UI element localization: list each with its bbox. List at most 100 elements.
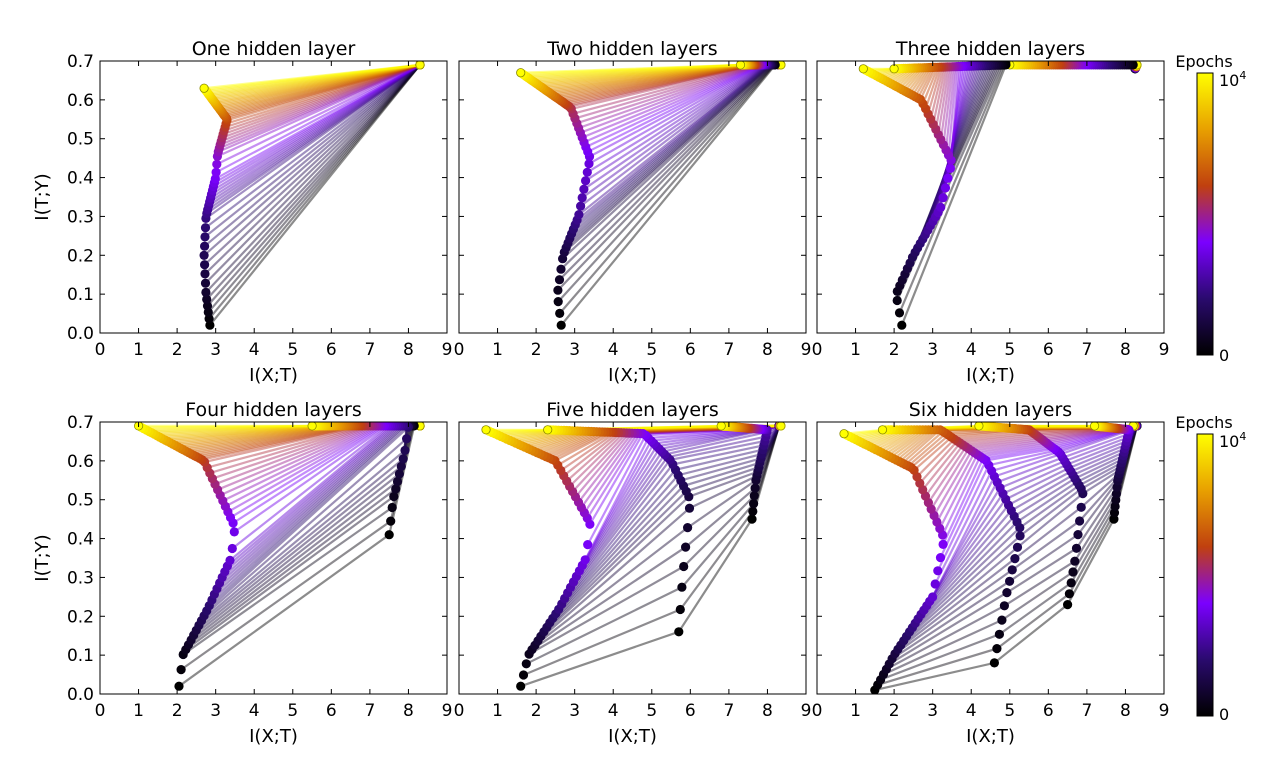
subplot-4: Four hidden layers 0 1 2 3 4 5 6 7 8 9 0.0 0.1 0.2 0.3… [32, 399, 452, 747]
axes-frame [99, 60, 448, 334]
epoch-connection-line [206, 63, 421, 215]
epoch-connection-line [204, 64, 421, 284]
x-tick-label: 9 [1159, 701, 1170, 721]
x-tick-label: 9 [1159, 340, 1170, 360]
epoch-point [877, 425, 888, 435]
epoch-connection-line [205, 64, 421, 294]
subplot-1: One hidden layer 0 1 2 3 4 5 6 7 8 9 0.0 0.1 0.2 0.3 0.… [32, 38, 452, 386]
epoch-connection-line [212, 63, 421, 101]
x-axis-label: I(X;T) [249, 365, 298, 386]
x-tick-label: 1 [133, 340, 144, 360]
x-tick-label: 7 [723, 340, 734, 360]
epoch-connection-line [220, 63, 421, 112]
epoch-point [555, 308, 565, 318]
epoch-point [1015, 531, 1025, 541]
epoch-point [776, 422, 786, 431]
layer-3-trajectory [307, 422, 413, 540]
x-tick-label: 6 [326, 340, 337, 360]
epoch-point [938, 193, 948, 203]
epoch-connection-line [213, 63, 421, 102]
layer-4-trajectory [481, 425, 595, 691]
x-tick-label: 4 [608, 340, 619, 360]
epoch-connection-line [575, 424, 780, 577]
subplot-title: Two hidden layers [546, 38, 717, 60]
x-axis-label: I(X;T) [608, 726, 657, 747]
x-tick-label: 2 [172, 701, 183, 721]
epoch-connection-line [208, 63, 421, 95]
epoch-connection-line [203, 64, 421, 248]
epoch-connection-line [204, 63, 421, 91]
epoch-point [176, 665, 186, 675]
epoch-point [749, 499, 759, 509]
epoch-point [553, 285, 563, 295]
plot-area [134, 422, 425, 691]
epoch-point [584, 159, 594, 169]
layer-5-trajectory [839, 429, 948, 694]
epoch-point [936, 202, 946, 212]
subplot-title: One hidden layer [192, 38, 356, 60]
epoch-point [200, 223, 211, 233]
epoch-connection-line [578, 424, 780, 572]
epoch-connection-line [206, 64, 421, 307]
epoch-point [576, 201, 586, 211]
subplot-title: Four hidden layers [185, 399, 362, 421]
x-tick-label: 4 [249, 701, 260, 721]
epoch-point [394, 469, 404, 479]
epoch-connection-line [225, 63, 421, 125]
epoch-connection-line [205, 64, 421, 301]
epoch-connection-line [207, 63, 421, 94]
epoch-point [675, 604, 685, 615]
epoch-point [518, 670, 529, 680]
plot-area [199, 61, 425, 330]
epoch-connection-line [557, 425, 781, 610]
epoch-connection-line [217, 63, 421, 153]
plot-area [858, 61, 1142, 330]
x-tick-label: 7 [1081, 340, 1092, 360]
epoch-point [1073, 530, 1083, 540]
epoch-point [935, 553, 946, 563]
plot-area [481, 422, 786, 691]
x-tick-label: 6 [1043, 701, 1054, 721]
x-tick-label: 0 [812, 701, 823, 721]
epoch-connection-line [182, 424, 420, 656]
epoch-point [940, 183, 951, 193]
y-tick-label: 0.1 [67, 646, 94, 666]
epoch-point [930, 579, 940, 589]
epoch-connection-line [551, 425, 781, 620]
colorbar-tick-max: 104 [1219, 430, 1246, 451]
x-tick-label: 4 [966, 701, 977, 721]
epoch-connection-line [210, 63, 421, 98]
epoch-point [225, 555, 235, 566]
x-tick-label: 5 [287, 701, 298, 721]
epoch-point [415, 61, 425, 70]
y-tick-label: 0.4 [67, 169, 94, 189]
epoch-connection-line [222, 63, 421, 114]
axes-frame [99, 421, 448, 695]
x-axis-label: I(X;T) [608, 365, 657, 386]
epoch-point [1076, 502, 1086, 512]
epoch-point [556, 320, 566, 330]
epoch-connection-line [207, 63, 421, 211]
epoch-connection-line [205, 63, 421, 92]
epoch-connection-line [569, 424, 780, 589]
x-tick-label: 3 [569, 701, 580, 721]
epoch-point [989, 658, 1000, 668]
x-tick-label: 7 [364, 340, 375, 360]
epoch-connection-line [534, 425, 781, 647]
epoch-connection-line [218, 63, 421, 109]
epoch-connection-line [216, 63, 421, 166]
x-tick-label: 9 [801, 340, 812, 360]
epoch-point [1002, 588, 1012, 598]
epoch-point [892, 295, 902, 306]
epoch-connection-line [208, 63, 421, 203]
x-tick-label: 6 [326, 701, 337, 721]
colorbar-tick-min: 0 [1219, 346, 1229, 365]
colorbar-gradient [1196, 433, 1214, 717]
epoch-point [1012, 542, 1023, 552]
x-tick-label: 8 [403, 340, 414, 360]
epoch-connection-line [209, 63, 421, 97]
epoch-connection-line [560, 425, 781, 605]
epoch-point [933, 566, 943, 576]
y-tick-label: 0.3 [67, 568, 94, 588]
